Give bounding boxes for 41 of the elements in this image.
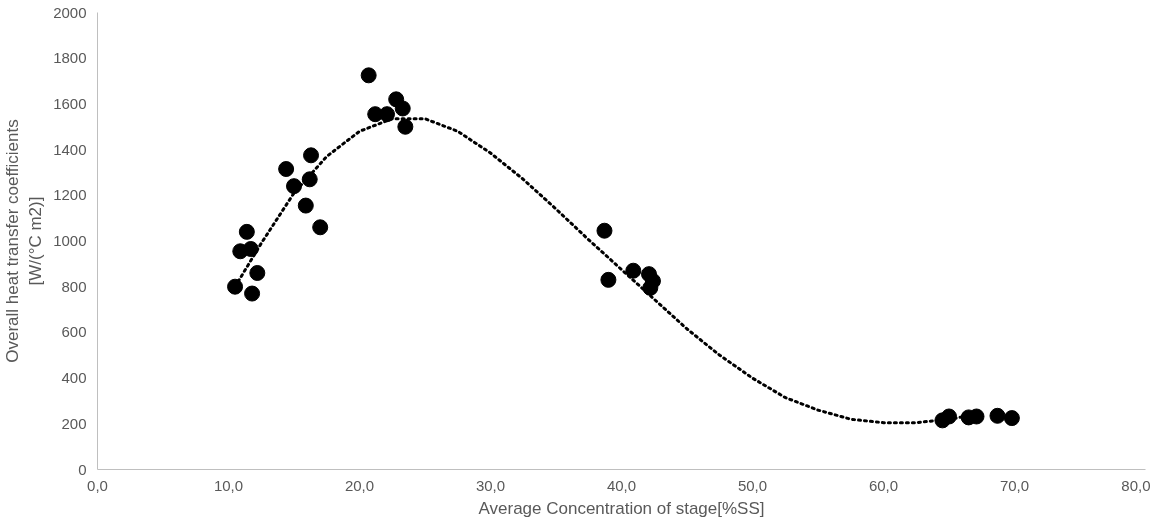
- y-tick-label: 1400: [53, 140, 87, 158]
- x-tick-label: 30,0: [475, 476, 506, 494]
- y-tick-label: 1800: [53, 49, 87, 67]
- point: [596, 222, 613, 239]
- point: [379, 106, 396, 123]
- y-tick-label: 800: [61, 277, 87, 295]
- x-axis-title: Average Concentration of stage[%SS]: [478, 498, 765, 518]
- point: [397, 118, 414, 135]
- y-tick-label: 2000: [53, 3, 87, 21]
- point: [1003, 410, 1020, 427]
- x-tick-label: 70,0: [999, 476, 1030, 494]
- x-tick-label: 0,0: [87, 476, 108, 494]
- x-tick-label: 40,0: [606, 476, 637, 494]
- point: [244, 285, 261, 302]
- x-tick-label: 60,0: [868, 476, 899, 494]
- point: [600, 271, 617, 288]
- point: [625, 262, 642, 279]
- y-tick-label: 200: [61, 414, 87, 432]
- x-tick-label: 20,0: [344, 476, 375, 494]
- x-tick-label: 80,0: [1121, 476, 1151, 494]
- y-tick-label: 1000: [53, 232, 87, 249]
- point: [394, 100, 411, 117]
- x-tick-label: 10,0: [213, 476, 244, 494]
- y-tick-label: 0: [78, 460, 87, 478]
- x-tick-label: 50,0: [737, 476, 768, 494]
- point: [297, 197, 314, 214]
- point: [249, 265, 266, 281]
- point: [303, 147, 320, 164]
- point: [278, 161, 295, 178]
- point: [360, 67, 377, 84]
- point: [242, 241, 259, 257]
- point: [312, 219, 329, 236]
- point: [989, 407, 1006, 424]
- point: [238, 223, 255, 240]
- y-tick-label: 1600: [53, 94, 87, 112]
- point: [644, 273, 661, 289]
- y-axis-title: Overall heat transfer coefficients [W/(°C m2)]: [3, 119, 46, 363]
- y-tick-label: 1200: [53, 186, 87, 204]
- point: [227, 278, 244, 295]
- y-tick-label: 600: [61, 323, 87, 341]
- y-tick-label: 400: [61, 369, 87, 387]
